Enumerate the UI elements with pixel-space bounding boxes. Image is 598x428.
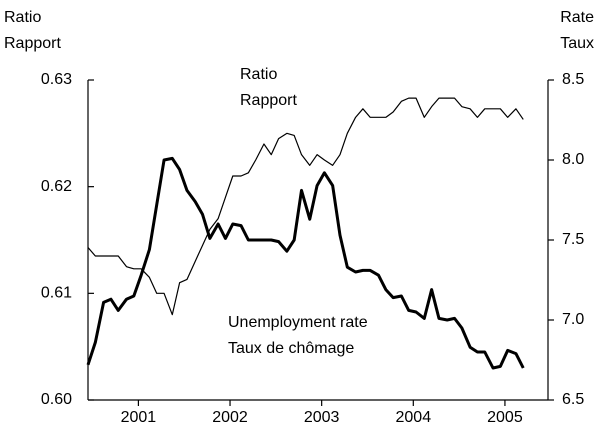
y-tick-label: 0.61: [41, 285, 72, 302]
y2-tick-label: 7.5: [562, 231, 584, 248]
y-tick-label: 0.60: [41, 391, 72, 408]
x-tick-label: 2005: [487, 409, 523, 426]
y2-tick-label: 8.0: [562, 151, 584, 168]
y-axis-label: Ratio: [4, 9, 41, 26]
x-tick-label: 2003: [304, 409, 340, 426]
y2-tick-label: 8.5: [562, 71, 584, 88]
series-label: Ratio: [240, 66, 277, 83]
series-line: [86, 156, 525, 370]
series-label: Unemployment rate: [228, 314, 368, 331]
y2-tick-label: 7.0: [562, 311, 584, 328]
y2-axis-label: Taux: [560, 35, 594, 52]
series-line: [87, 97, 524, 316]
y-tick-label: 0.62: [41, 178, 72, 195]
y-axis-label: Rapport: [4, 35, 61, 52]
x-tick-label: 2004: [396, 409, 432, 426]
series-label: Taux de chômage: [228, 340, 354, 357]
x-tick-label: 2001: [121, 409, 157, 426]
x-tick-label: 2002: [212, 409, 248, 426]
series-label: Rapport: [240, 92, 297, 109]
y-tick-label: 0.63: [41, 71, 72, 88]
y2-tick-label: 6.5: [562, 391, 584, 408]
y2-axis-label: Rate: [560, 9, 594, 26]
